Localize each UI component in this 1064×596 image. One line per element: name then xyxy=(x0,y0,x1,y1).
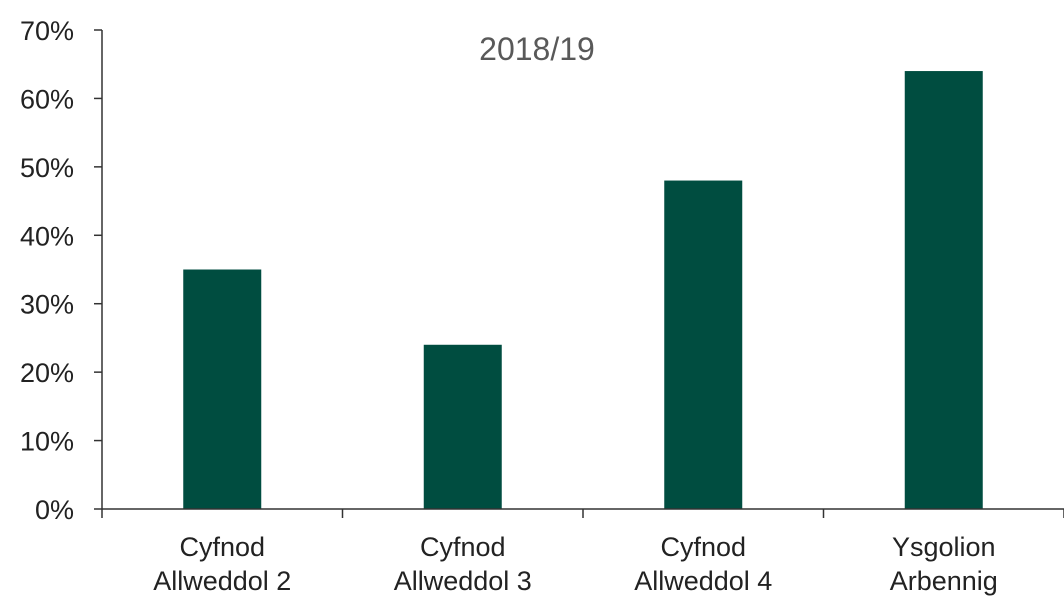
y-tick-label: 50% xyxy=(20,153,74,183)
y-tick-label: 30% xyxy=(20,290,74,320)
y-tick-label: 10% xyxy=(20,427,74,457)
chart-title: 2018/19 xyxy=(479,31,595,67)
x-category-label: Cyfnod xyxy=(420,532,506,562)
bar xyxy=(183,269,262,509)
bar xyxy=(664,180,743,510)
x-axis: Cyfnod Allweddol 2 Cyfnod Allweddol 3 Cyfnod… xyxy=(101,508,1064,596)
x-category-label: Cyfnod xyxy=(179,532,265,562)
y-tick-label: 0% xyxy=(35,495,74,525)
x-category-label: Cyfnod xyxy=(660,532,746,562)
y-tick-label: 60% xyxy=(20,84,74,114)
bar xyxy=(904,71,983,510)
x-category-label: Arbennig xyxy=(890,566,998,596)
y-axis: 0% 10% 20% 30% 40% 50% 60% 70% xyxy=(20,16,103,525)
y-tick-label: 70% xyxy=(20,16,74,46)
x-category-label: Allweddol 4 xyxy=(634,566,772,596)
y-tick-label: 20% xyxy=(20,358,74,388)
bar xyxy=(423,344,502,509)
x-category-label: Ysgolion xyxy=(892,532,996,562)
y-tick-label: 40% xyxy=(20,221,74,251)
bars xyxy=(183,71,983,510)
x-category-label: Allweddol 2 xyxy=(153,566,291,596)
x-category-label: Allweddol 3 xyxy=(394,566,532,596)
